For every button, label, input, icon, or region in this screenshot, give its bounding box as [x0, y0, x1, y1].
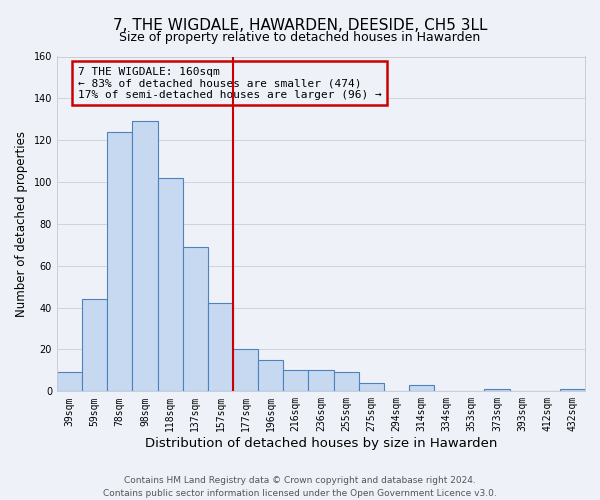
Bar: [158, 178, 182, 392]
Y-axis label: Number of detached properties: Number of detached properties: [15, 131, 28, 317]
Bar: [182, 247, 208, 392]
Bar: [334, 372, 359, 392]
Text: Size of property relative to detached houses in Hawarden: Size of property relative to detached ho…: [119, 31, 481, 44]
Bar: [283, 370, 308, 392]
Bar: [560, 389, 585, 392]
Bar: [359, 383, 384, 392]
Bar: [208, 304, 233, 392]
Bar: [133, 122, 158, 392]
Bar: [233, 350, 258, 392]
Bar: [258, 360, 283, 392]
Bar: [57, 372, 82, 392]
Bar: [484, 389, 509, 392]
Bar: [409, 385, 434, 392]
X-axis label: Distribution of detached houses by size in Hawarden: Distribution of detached houses by size …: [145, 437, 497, 450]
Text: Contains HM Land Registry data © Crown copyright and database right 2024.
Contai: Contains HM Land Registry data © Crown c…: [103, 476, 497, 498]
Text: 7, THE WIGDALE, HAWARDEN, DEESIDE, CH5 3LL: 7, THE WIGDALE, HAWARDEN, DEESIDE, CH5 3…: [113, 18, 487, 32]
Bar: [82, 300, 107, 392]
Bar: [107, 132, 133, 392]
Bar: [308, 370, 334, 392]
Text: 7 THE WIGDALE: 160sqm
← 83% of detached houses are smaller (474)
17% of semi-det: 7 THE WIGDALE: 160sqm ← 83% of detached …: [78, 66, 382, 100]
